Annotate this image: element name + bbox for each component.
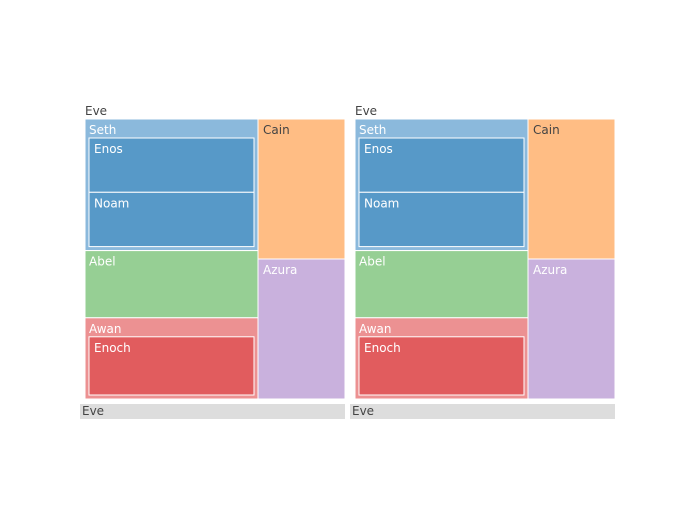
node-awan-label: Awan [89,322,122,336]
root-label: Eve [355,104,377,118]
node-azura-label: Azura [263,263,297,277]
node-noam[interactable] [358,191,525,248]
node-azura-label: Azura [533,263,567,277]
node-enoch[interactable] [88,336,255,396]
node-cain[interactable] [527,118,616,260]
node-enoch-label: Enoch [364,341,401,355]
node-noam-label: Noam [364,196,399,210]
node-abel-label: Abel [359,255,386,269]
node-azura[interactable] [257,258,346,400]
node-enoch[interactable] [358,336,525,396]
treemap-2: Eve Seth Enos Noam Abel Awan Enoch Cain Azura Eve [350,104,616,419]
node-awan-label: Awan [359,322,392,336]
node-noam[interactable] [88,191,255,248]
node-enos-label: Enos [94,142,123,156]
node-enos[interactable] [88,137,255,193]
node-seth-label: Seth [359,123,386,137]
pathbar-label: Eve [82,404,104,418]
treemap-1: Eve Seth Enos Noam Abel Awan Enoch Cain Azura Eve [80,104,346,419]
node-abel[interactable] [354,250,529,319]
pathbar-2[interactable] [350,404,615,419]
node-abel-label: Abel [89,255,116,269]
node-noam-label: Noam [94,196,129,210]
node-azura[interactable] [527,258,616,400]
node-cain-label: Cain [533,123,560,137]
node-enos-label: Enos [364,142,393,156]
node-seth-label: Seth [89,123,116,137]
pathbar-label: Eve [352,404,374,418]
node-cain-label: Cain [263,123,290,137]
node-enoch-label: Enoch [94,341,131,355]
node-enos[interactable] [358,137,525,193]
node-cain[interactable] [257,118,346,260]
root-label: Eve [85,104,107,118]
node-abel[interactable] [84,250,259,319]
pathbar-1[interactable] [80,404,345,419]
